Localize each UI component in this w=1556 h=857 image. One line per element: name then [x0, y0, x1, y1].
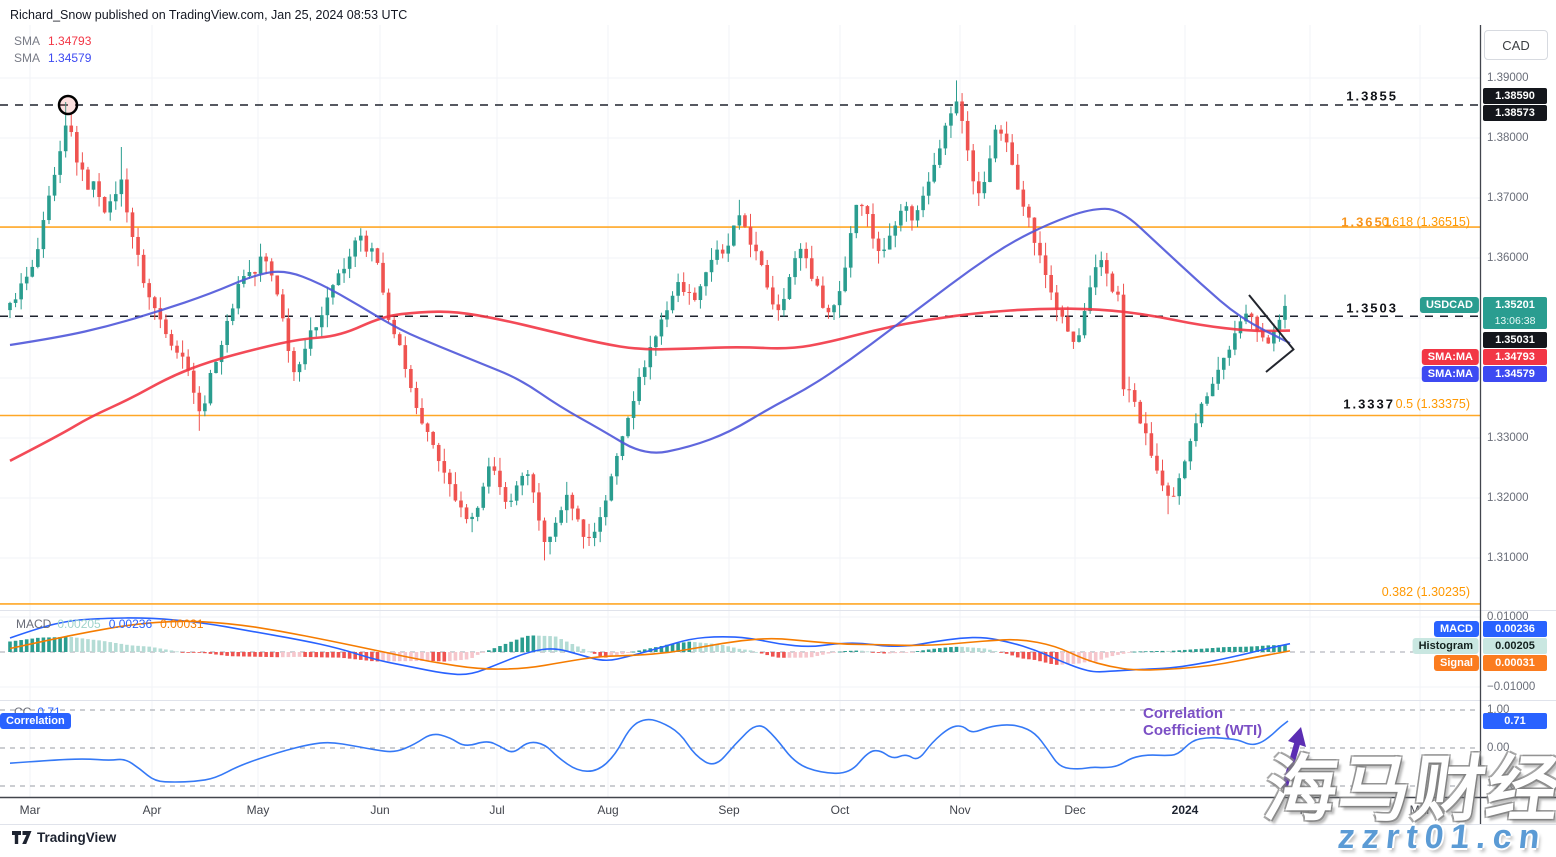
price-axis-label[interactable]: 1.37000 [1487, 192, 1529, 204]
macd-axis-label[interactable]: 0.01000 [1487, 611, 1529, 623]
tradingview-logo-text: TradingView [37, 830, 117, 845]
time-axis-label[interactable]: Oct [830, 803, 850, 817]
macd-label: MACD [16, 617, 52, 631]
arrow-head [1288, 727, 1306, 747]
level-label: 1.3337 [1343, 396, 1395, 412]
pennant-drawing [1248, 294, 1295, 373]
histogram-value-badge: 0.00205 [1483, 638, 1547, 654]
macd-histogram [8, 635, 1287, 665]
price-badge: 1.34793 [1483, 349, 1547, 365]
macd-line-value: 0.00236 [108, 617, 153, 631]
level-label: 0.618 (1.36515) [1381, 215, 1470, 229]
annotation-line1: Correlation [1143, 705, 1224, 722]
annotation-line2: Coefficient (WTI) [1143, 722, 1263, 739]
time-axis-label[interactable]: Aug [597, 803, 619, 817]
histogram-tag: Histogram [1412, 638, 1479, 654]
time-axis-label[interactable]: Mar [1409, 803, 1431, 817]
price-axis-label[interactable]: 1.32000 [1487, 492, 1529, 504]
time-axis-label[interactable]: 2024 [1171, 803, 1199, 817]
watermark-url: zzrt01.cn [1335, 818, 1549, 856]
correlation-line [9, 718, 1289, 783]
price-badge: 1.38573 [1483, 105, 1547, 121]
signal-tag: Signal [1433, 655, 1479, 671]
sma-red-line [9, 307, 1291, 462]
arrow-shaft [1282, 741, 1300, 789]
level-label: 0.382 (1.30235) [1381, 585, 1470, 599]
time-axis-label[interactable]: Sep [718, 803, 740, 817]
candles [8, 80, 1287, 561]
time-axis-label[interactable]: Nov [949, 803, 971, 817]
usdcad-tag: USDCAD [1419, 297, 1479, 313]
price-badge: 1.35031 [1483, 332, 1547, 348]
macd-axis-label[interactable]: −0.01000 [1487, 681, 1536, 693]
signal-value-badge: 0.00031 [1483, 655, 1547, 671]
correlation-annotation: Correlation Coefficient (WTI) [1143, 705, 1262, 739]
legend-sma-blue[interactable]: SMA 1.34579 [14, 51, 91, 65]
correlation-tag: Correlation [0, 713, 71, 729]
macd-line [9, 617, 1291, 676]
legend-sma-red[interactable]: SMA 1.34793 [14, 34, 91, 48]
correlation-value-badge: 0.71 [1483, 713, 1547, 729]
macd-signal-line [9, 620, 1291, 671]
time-axis-label[interactable]: Apr [142, 803, 162, 817]
level-label: 1.3503 [1346, 300, 1398, 316]
last-price-badge: 1.35201 13:06:38 [1483, 297, 1547, 329]
time-axis-label[interactable]: May [246, 803, 270, 817]
macd-tag: MACD [1434, 621, 1479, 637]
level-label: 1.3651 [1341, 214, 1393, 230]
macd-signal-value: 0.00031 [160, 617, 204, 631]
price-axis-label[interactable]: 1.36000 [1487, 252, 1529, 264]
currency-cad-button[interactable]: CAD [1484, 30, 1548, 60]
legend-macd[interactable]: MACD 0.00205 0.00236 0.00031 [16, 617, 204, 631]
price-axis-label[interactable]: 1.31000 [1487, 552, 1529, 564]
sma-blue-value: 1.34579 [48, 51, 92, 65]
tradingview-logo[interactable]: TradingView [12, 830, 116, 845]
price-badge: 1.34579 [1483, 366, 1547, 382]
corr-axis-label[interactable]: −1.00 [1487, 780, 1517, 792]
macd-hist-value: 0.00205 [57, 617, 101, 631]
last-price-value: 1.35201 [1495, 299, 1535, 311]
tradingview-logo-icon [12, 831, 32, 844]
circle-marker [57, 94, 79, 116]
price-axis-label[interactable]: 1.38000 [1487, 132, 1529, 144]
time-axis-label[interactable]: Jul [489, 803, 505, 817]
price-badge: 1.38590 [1483, 88, 1547, 104]
time-axis-label[interactable]: Jun [370, 803, 390, 817]
sma-blue-line [9, 207, 1291, 454]
bar-countdown: 13:06:38 [1494, 315, 1536, 327]
smama-tag: SMA:MA [1421, 349, 1479, 365]
sma-red-value: 1.34793 [48, 34, 92, 48]
time-axis-label[interactable]: Mar [19, 803, 41, 817]
time-axis-label[interactable]: Dec [1064, 803, 1086, 817]
level-label: 1.3855 [1346, 88, 1398, 104]
time-axis-label[interactable]: Feb [1299, 803, 1321, 817]
sma-label: SMA [14, 34, 41, 48]
smama-tag: SMA:MA [1421, 366, 1479, 382]
corr-axis-label[interactable]: 0.00 [1487, 742, 1510, 754]
page-title: Richard_Snow published on TradingView.co… [10, 8, 408, 22]
price-axis-label[interactable]: 1.39000 [1487, 72, 1529, 84]
macd-value-badge: 0.00236 [1483, 621, 1547, 637]
sma-label: SMA [14, 51, 41, 65]
level-label: 0.5 (1.33375) [1395, 397, 1470, 411]
price-axis-label[interactable]: 1.33000 [1487, 432, 1529, 444]
